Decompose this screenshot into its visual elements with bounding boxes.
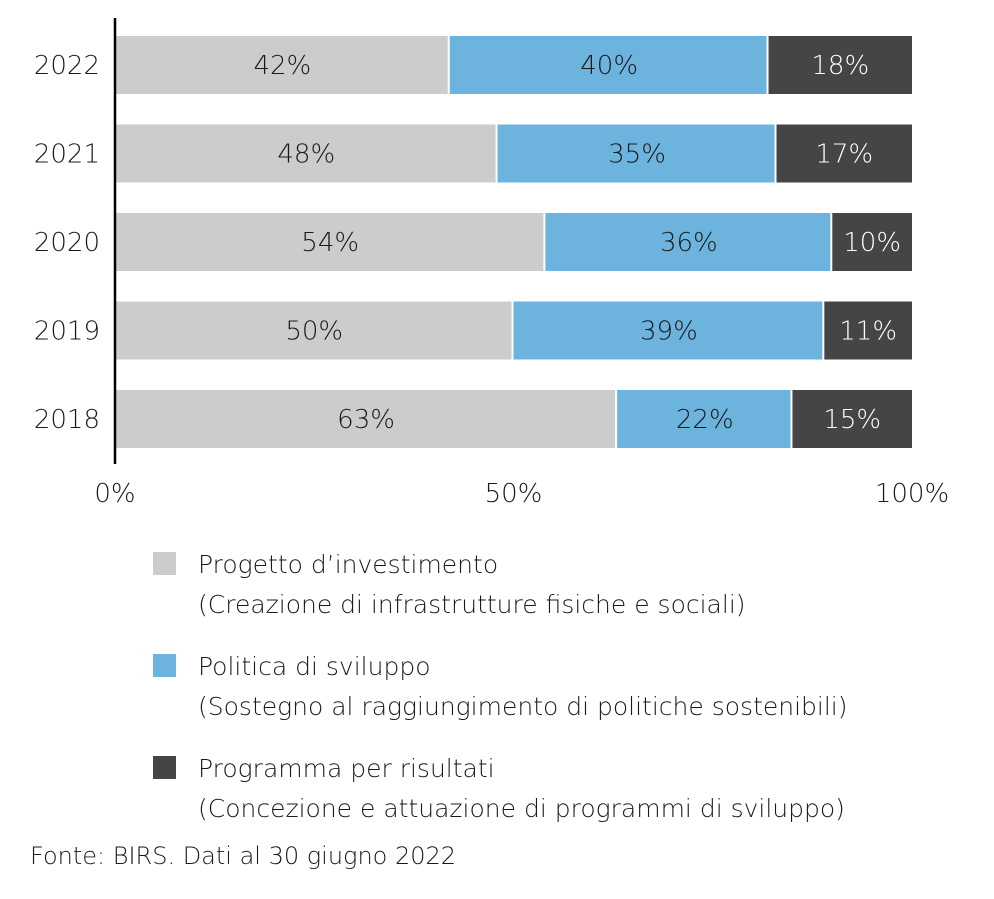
legend-desc-progetto: (Creazione di infrastrutture fisiche e s…: [198, 590, 746, 619]
bar-segment: [115, 124, 496, 183]
y-tick-label: 2018: [34, 405, 100, 435]
bar-segment: [617, 390, 791, 448]
stacked-bar-chart: 2022 42% 40% 18% 2021 48% 35% 17% 2020 54% 36% 10% 2…: [34, 18, 949, 509]
y-tick-label: 2020: [34, 228, 100, 258]
data-label: 10%: [843, 228, 901, 258]
legend-swatch-politica: [153, 654, 176, 677]
y-tick-label: 2021: [34, 140, 100, 170]
y-tick-label: 2019: [34, 317, 100, 347]
x-tick-label: 50%: [485, 479, 543, 509]
legend-label-programma: Programma per risultati: [198, 754, 495, 783]
bar-segment: [115, 36, 448, 94]
data-label: 11%: [839, 317, 897, 347]
legend-swatch-programma: [153, 756, 176, 779]
bar-segment: [545, 213, 831, 271]
data-label: 35%: [608, 140, 666, 170]
legend-desc-politica: (Sostegno al raggiungimento di politiche…: [198, 692, 848, 721]
bar-segment: [115, 301, 512, 360]
data-label: 36%: [660, 228, 718, 258]
bar-segment: [497, 124, 775, 183]
data-label: 63%: [337, 405, 395, 435]
legend-desc-programma: (Concezione e attuazione di programmi di…: [198, 794, 845, 823]
bar-segment: [792, 390, 912, 448]
bar-segment: [115, 390, 616, 448]
data-label: 18%: [811, 51, 869, 81]
data-label: 40%: [580, 51, 638, 81]
data-label: 48%: [277, 140, 335, 170]
bar-segment: [832, 213, 912, 271]
source-note: Fonte: BIRS. Dati al 30 giugno 2022: [30, 842, 457, 870]
data-label: 50%: [285, 317, 343, 347]
bar-segment: [115, 213, 544, 271]
bar-segment: [824, 301, 912, 360]
bar-segment: [776, 124, 912, 183]
data-label: 39%: [640, 317, 698, 347]
legend-item-progetto: Progetto d’investimento (Creazione di in…: [153, 545, 848, 625]
data-label: 54%: [301, 228, 359, 258]
data-label: 15%: [823, 405, 881, 435]
legend: Progetto d’investimento (Creazione di in…: [153, 545, 848, 851]
bar-segment: [768, 36, 912, 94]
legend-swatch-progetto: [153, 552, 176, 575]
legend-item-programma: Programma per risultati (Concezione e at…: [153, 749, 848, 829]
data-label: 17%: [815, 140, 873, 170]
legend-label-progetto: Progetto d’investimento: [198, 550, 499, 579]
legend-item-politica: Politica di sviluppo (Sostegno al raggiu…: [153, 647, 848, 727]
bar-segment: [449, 36, 767, 94]
x-tick-label: 0%: [94, 479, 135, 509]
bar-segment: [513, 301, 823, 360]
data-label: 42%: [253, 51, 311, 81]
data-label: 22%: [676, 405, 734, 435]
legend-label-politica: Politica di sviluppo: [198, 652, 431, 681]
x-tick-label: 100%: [875, 479, 949, 509]
y-tick-label: 2022: [34, 51, 100, 81]
